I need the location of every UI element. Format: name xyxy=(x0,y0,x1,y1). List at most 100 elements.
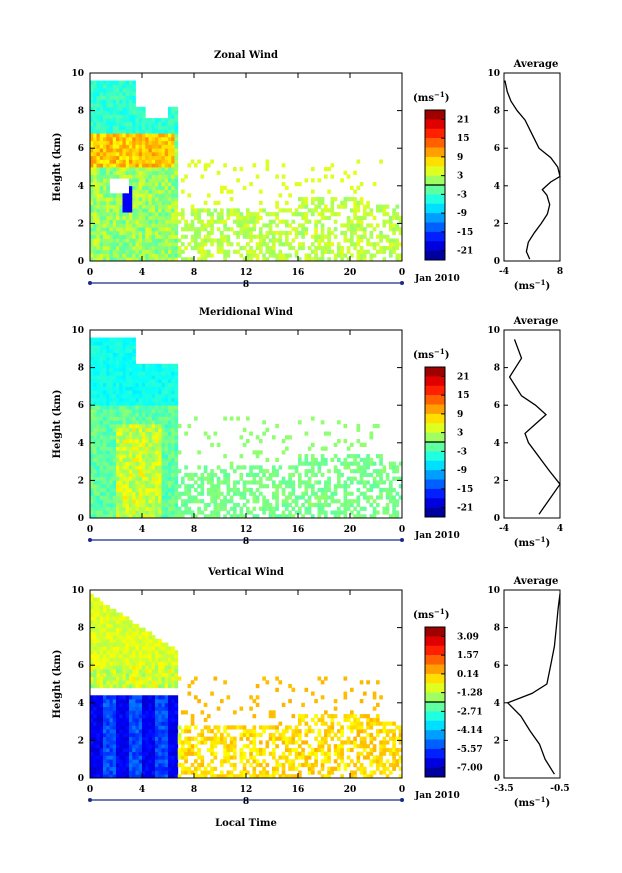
heatmap-cell xyxy=(119,717,123,722)
heatmap-cell xyxy=(109,170,114,175)
heatmap-cell xyxy=(119,103,123,108)
heatmap-cell xyxy=(171,502,175,508)
heatmap-cell xyxy=(207,223,211,228)
heatmap-cell xyxy=(138,435,143,440)
heatmap-cell xyxy=(210,472,214,478)
heatmap-cell xyxy=(90,774,94,779)
heatmap-cell xyxy=(135,484,140,489)
heatmap-cell xyxy=(93,710,97,715)
heatmap-cell xyxy=(164,740,169,745)
heatmap-cell xyxy=(122,110,127,115)
heatmap-cell xyxy=(106,717,110,722)
heatmap-cell xyxy=(168,424,172,429)
heatmap-cell xyxy=(96,646,101,651)
heatmap-cell xyxy=(116,375,120,380)
heatmap-cell xyxy=(304,469,309,474)
heatmap-cell xyxy=(125,356,130,361)
heatmap-cell xyxy=(109,608,114,613)
heatmap-cell xyxy=(129,144,133,149)
heatmap-cell xyxy=(135,416,140,421)
heatmap-cell xyxy=(116,732,120,738)
heatmap-cell xyxy=(99,676,104,681)
colorbar-unit: (ms−1) xyxy=(413,347,449,361)
heatmap-cell xyxy=(119,623,123,628)
heatmap-cell xyxy=(135,766,140,771)
heatmap-cell xyxy=(99,631,104,636)
heatmap-cell xyxy=(155,182,159,187)
heatmap-cell xyxy=(164,185,169,190)
heatmap-cell xyxy=(194,480,198,485)
heatmap-cell xyxy=(106,174,110,179)
heatmap-cell xyxy=(116,386,120,391)
heatmap-cell xyxy=(304,257,309,262)
heatmap-cell xyxy=(177,424,182,429)
heatmap-cell xyxy=(216,487,221,493)
heatmap-cell xyxy=(164,710,169,715)
heatmap-cell xyxy=(158,714,162,719)
heatmap-cell xyxy=(103,502,107,508)
heatmap-cell xyxy=(125,424,130,429)
heatmap-cell xyxy=(122,642,127,647)
heatmap-cell xyxy=(90,499,94,504)
heatmap-cell xyxy=(249,510,253,515)
heatmap-cell xyxy=(106,495,110,500)
average-profile-line xyxy=(508,339,561,515)
heatmap-cell xyxy=(184,759,188,764)
heatmap-cell xyxy=(151,684,156,689)
heatmap-cell xyxy=(93,125,97,130)
heatmap-cell xyxy=(109,762,114,768)
heatmap-cell xyxy=(233,510,237,515)
heatmap-cell xyxy=(119,766,123,771)
heatmap-cell xyxy=(151,371,156,376)
heatmap-cell xyxy=(145,487,149,493)
heatmap-cell xyxy=(242,234,247,239)
heatmap-cell xyxy=(142,766,146,771)
heatmap-cell xyxy=(142,375,146,380)
heatmap-cell xyxy=(99,457,104,462)
heatmap-cell xyxy=(138,699,143,704)
heatmap-cell xyxy=(116,106,120,111)
heatmap-cell xyxy=(155,401,159,406)
heatmap-cell xyxy=(353,230,357,236)
heatmap-cell xyxy=(125,91,130,96)
heatmap-cell xyxy=(112,91,117,96)
heatmap-cell xyxy=(138,484,143,489)
heatmap-cell xyxy=(174,431,179,436)
heatmap-cell xyxy=(132,390,136,395)
heatmap-cell xyxy=(317,257,322,262)
heatmap-cell xyxy=(177,253,182,258)
heatmap-cell xyxy=(392,245,396,251)
heatmap-cell xyxy=(190,476,195,481)
heatmap-cell xyxy=(142,732,146,738)
heatmap-cell xyxy=(142,230,146,236)
heatmap-cell xyxy=(99,363,104,368)
heatmap-cell xyxy=(90,159,94,164)
heatmap-cell xyxy=(184,736,188,741)
heatmap-cell xyxy=(129,435,133,440)
heatmap-cell xyxy=(135,151,140,157)
heatmap-cell xyxy=(109,125,114,130)
heatmap-cell xyxy=(90,257,94,262)
heatmap-cell xyxy=(285,495,289,500)
heatmap-cell xyxy=(109,427,114,432)
heatmap-cell xyxy=(109,204,114,209)
heatmap-cell xyxy=(96,140,101,145)
heatmap-cell xyxy=(125,650,130,655)
heatmap-cell xyxy=(138,710,143,715)
heatmap-cell xyxy=(122,390,127,395)
heatmap-cell xyxy=(145,393,149,399)
heatmap-cell xyxy=(197,234,201,239)
average-x-tick-label: -4 xyxy=(499,524,509,534)
heatmap-cell xyxy=(324,245,328,251)
heatmap-cell xyxy=(129,80,133,85)
heatmap-cell xyxy=(132,170,136,175)
heatmap-cell xyxy=(148,680,153,685)
heatmap-cell xyxy=(337,212,341,217)
heatmap-cell xyxy=(148,435,153,440)
heatmap-cell xyxy=(93,110,97,115)
heatmap-cell xyxy=(125,431,130,436)
heatmap-cell xyxy=(307,253,312,258)
heatmap-cell xyxy=(161,665,166,670)
heatmap-cell xyxy=(252,465,257,470)
heatmap-cell xyxy=(148,178,153,183)
